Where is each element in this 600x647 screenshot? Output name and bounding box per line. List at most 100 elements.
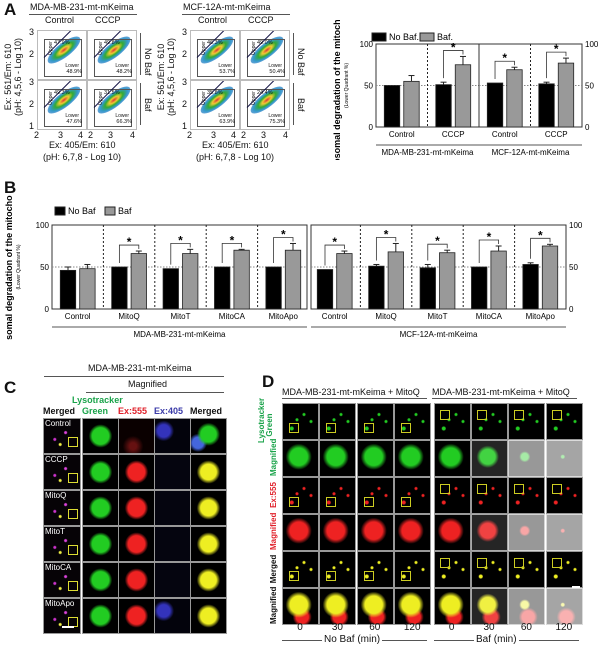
category-label: MitoApo bbox=[269, 312, 299, 321]
x-axis-label-sub: (pH: 6,7,8 - Log 10) bbox=[43, 152, 122, 162]
legend-label: No Baf. bbox=[389, 32, 419, 42]
panel-d-title: MDA-MB-231-mt-mKeima + MitoQ bbox=[282, 387, 420, 397]
merged-overview-image: MitoQ bbox=[43, 490, 81, 526]
bar-no-baf bbox=[383, 85, 401, 128]
roi-box bbox=[551, 484, 562, 494]
magnified-image bbox=[154, 598, 191, 634]
roi-box bbox=[551, 410, 562, 420]
merged-overview-image: MitoT bbox=[43, 526, 81, 562]
magnified-image bbox=[471, 514, 508, 551]
bar-baf bbox=[506, 69, 523, 128]
divider bbox=[282, 398, 427, 399]
category-label: Control bbox=[492, 130, 518, 139]
legend-swatch bbox=[104, 206, 116, 216]
magnified-image bbox=[545, 440, 583, 477]
magnified-image bbox=[154, 526, 191, 562]
y-tick-right: 50 bbox=[585, 82, 594, 91]
divider bbox=[86, 392, 224, 393]
flow-column-label: CCCP bbox=[95, 15, 121, 25]
magnified-image bbox=[154, 418, 191, 454]
gate-upper-label: Upper bbox=[97, 41, 104, 55]
gate-lower-label: Lower bbox=[268, 113, 282, 119]
roi-box bbox=[363, 497, 374, 507]
lower-percent: 66.3% bbox=[116, 119, 132, 125]
time-group-label: Baf (min) bbox=[474, 634, 519, 645]
bar-no-baf bbox=[368, 265, 385, 310]
roi-box bbox=[68, 509, 78, 519]
y-tick: 3 bbox=[182, 77, 188, 87]
magnified-image bbox=[471, 588, 508, 625]
overview-image bbox=[319, 477, 357, 514]
x-tick: 4 bbox=[130, 130, 136, 140]
bar-baf bbox=[557, 62, 575, 128]
magnified-image bbox=[118, 562, 155, 598]
x-tick: 3 bbox=[211, 130, 217, 140]
flow-row-label: No Baf bbox=[143, 48, 153, 76]
bar-baf bbox=[490, 250, 507, 310]
y-axis-label: Ex: 561/Em: 610 bbox=[156, 43, 166, 111]
magnified-image bbox=[82, 418, 119, 454]
magnified-image bbox=[82, 562, 119, 598]
divider bbox=[29, 14, 137, 15]
magnified-image bbox=[190, 562, 227, 598]
lower-percent: 47.6% bbox=[66, 119, 82, 125]
overview-image bbox=[508, 477, 546, 514]
row-label: CCCP bbox=[45, 455, 68, 464]
x-tick: 2 bbox=[187, 130, 193, 140]
gate-box bbox=[197, 39, 235, 77]
y-axis-label-sub: (pH: 4,5,6 - Log 10) bbox=[13, 37, 23, 117]
bar-no-baf bbox=[419, 267, 436, 310]
significance-bracket bbox=[546, 51, 567, 79]
lower-percent: 63.9% bbox=[219, 119, 235, 125]
y-tick-right: 0 bbox=[569, 305, 574, 314]
overview-image bbox=[356, 403, 394, 440]
significance-star: * bbox=[435, 234, 440, 248]
upper-percent: 47.9% bbox=[54, 40, 70, 46]
y-tick: 2 bbox=[182, 49, 188, 59]
y-tick: 1 bbox=[29, 121, 35, 131]
magnified-image bbox=[356, 440, 394, 477]
legend-swatch bbox=[54, 206, 66, 216]
magnified-image bbox=[190, 526, 227, 562]
divider bbox=[432, 398, 577, 399]
magnified-image bbox=[190, 454, 227, 490]
gate-box bbox=[44, 89, 82, 127]
gate-lower-label: Lower bbox=[65, 63, 79, 69]
bar-baf bbox=[336, 253, 353, 310]
magnified-image bbox=[190, 418, 227, 454]
magnified-image bbox=[545, 514, 583, 551]
magnified-image bbox=[282, 588, 319, 625]
magnified-image bbox=[190, 490, 227, 526]
roi-box bbox=[68, 545, 78, 555]
legend-swatch bbox=[371, 32, 387, 42]
significance-bracket bbox=[478, 239, 500, 263]
roi-box bbox=[68, 581, 78, 591]
flow-plot: Upper Lower 31.5% 66.3% bbox=[87, 80, 137, 130]
merged-overview-image: MitoCA bbox=[43, 562, 81, 598]
y-axis-subtitle: (Lower Quadrant %) bbox=[16, 244, 22, 289]
magnified-image bbox=[319, 440, 357, 477]
y-tick-right: 50 bbox=[569, 263, 578, 272]
panel-label-a: A bbox=[4, 0, 17, 19]
magnified-image bbox=[471, 440, 508, 477]
flow-plot: Upper Lower 49.0% 50.4% bbox=[240, 30, 290, 80]
bar-baf bbox=[79, 268, 96, 310]
bar-baf bbox=[182, 253, 199, 310]
bar-baf bbox=[387, 251, 404, 310]
x-axis-label: Ex: 405/Em: 610 bbox=[49, 140, 116, 150]
upper-percent: 49.0% bbox=[257, 40, 273, 46]
overview-image bbox=[545, 551, 583, 588]
bar-no-baf bbox=[538, 83, 555, 128]
x-tick: 4 bbox=[283, 130, 289, 140]
time-label: 120 bbox=[555, 622, 573, 633]
magnified-image bbox=[82, 490, 119, 526]
y-tick-left: 50 bbox=[40, 263, 49, 272]
magnified-image bbox=[508, 588, 546, 625]
panel-label-d: D bbox=[262, 372, 275, 391]
gate-box bbox=[94, 39, 132, 77]
flow-plot: Upper Lower 24.4% 75.3% bbox=[240, 80, 290, 130]
x-tick: 2 bbox=[34, 130, 40, 140]
y-tick-right: 0 bbox=[585, 123, 590, 132]
overview-image bbox=[545, 477, 583, 514]
